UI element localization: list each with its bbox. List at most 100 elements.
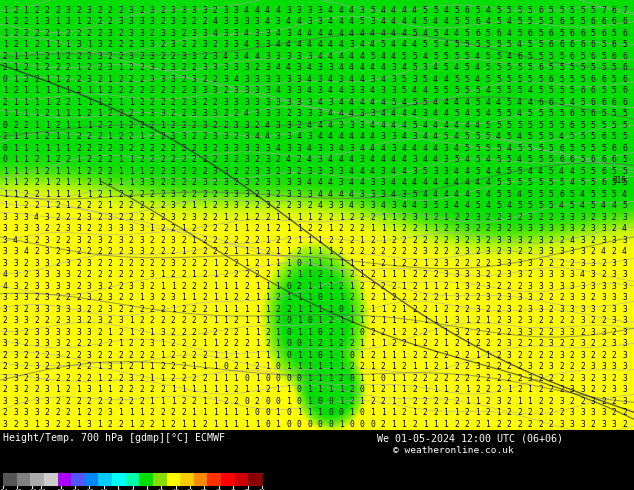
Text: 5: 5 [475, 155, 480, 164]
Text: 5: 5 [569, 63, 574, 72]
Text: 1: 1 [328, 282, 333, 291]
Text: 2: 2 [233, 213, 238, 221]
Text: 4: 4 [475, 63, 480, 72]
Text: 5: 5 [370, 5, 375, 15]
Text: 2: 2 [65, 374, 70, 383]
Text: 5: 5 [559, 86, 564, 95]
Text: 2: 2 [34, 155, 39, 164]
Text: 1: 1 [255, 282, 259, 291]
Text: 1: 1 [465, 316, 469, 325]
Text: 3: 3 [318, 74, 323, 83]
Text: 1: 1 [297, 224, 301, 233]
Text: 2: 2 [191, 339, 197, 348]
Text: 2: 2 [507, 420, 512, 429]
Text: 2: 2 [244, 167, 249, 175]
Text: 1: 1 [286, 224, 291, 233]
Text: 2: 2 [255, 397, 259, 406]
Text: 1: 1 [444, 362, 448, 371]
Text: 2: 2 [486, 385, 491, 394]
Text: 3: 3 [286, 121, 291, 129]
Text: 3: 3 [496, 224, 501, 233]
Text: 3: 3 [339, 178, 344, 187]
Text: 5: 5 [486, 63, 491, 72]
Text: 3: 3 [171, 236, 176, 245]
Text: 3: 3 [23, 236, 29, 245]
Text: 3: 3 [129, 374, 133, 383]
Text: 2: 2 [44, 351, 49, 360]
Text: 2: 2 [380, 247, 385, 256]
Text: 2: 2 [191, 121, 197, 129]
Text: 2: 2 [380, 282, 385, 291]
Text: 2: 2 [34, 316, 39, 325]
Text: 4: 4 [265, 121, 270, 129]
Bar [167, 473, 181, 486]
Text: 3: 3 [65, 17, 70, 26]
Text: 4: 4 [517, 98, 522, 106]
Text: 2: 2 [223, 224, 228, 233]
Text: 2: 2 [65, 408, 70, 417]
Text: 2: 2 [129, 270, 133, 279]
Text: 3: 3 [108, 63, 112, 72]
Text: 2: 2 [202, 282, 207, 291]
Text: 2: 2 [496, 385, 501, 394]
Text: 1: 1 [318, 408, 323, 417]
Text: 3: 3 [349, 121, 354, 129]
Text: 3: 3 [538, 224, 543, 233]
Text: 2: 2 [171, 178, 176, 187]
Text: 5: 5 [622, 121, 627, 129]
Text: 0: 0 [359, 420, 365, 429]
Text: 2: 2 [580, 397, 585, 406]
Text: 2: 2 [65, 293, 70, 302]
Text: 2: 2 [349, 293, 354, 302]
Text: 4: 4 [465, 201, 469, 210]
Text: 0: 0 [3, 74, 8, 83]
Text: 3: 3 [559, 351, 564, 360]
Text: 1: 1 [233, 247, 238, 256]
Text: 1: 1 [65, 86, 70, 95]
Text: 1: 1 [118, 178, 123, 187]
Text: 2: 2 [150, 282, 155, 291]
Text: 4: 4 [412, 201, 417, 210]
Text: 4: 4 [401, 155, 406, 164]
Text: 4: 4 [423, 144, 427, 152]
Text: 4: 4 [391, 190, 396, 198]
Text: 4: 4 [517, 155, 522, 164]
Text: 5: 5 [401, 74, 406, 83]
Text: 4: 4 [391, 178, 396, 187]
Text: 2: 2 [181, 374, 186, 383]
Text: 2: 2 [233, 178, 238, 187]
Text: 5: 5 [569, 86, 574, 95]
Text: 2: 2 [538, 316, 543, 325]
Text: 1: 1 [97, 385, 102, 394]
Text: 2: 2 [559, 316, 564, 325]
Text: 3: 3 [276, 17, 280, 26]
Text: 3: 3 [3, 259, 8, 268]
Text: 2: 2 [265, 270, 270, 279]
Text: 2: 2 [223, 86, 228, 95]
Text: 2: 2 [97, 213, 102, 221]
Text: 3: 3 [23, 408, 29, 417]
Text: 2: 2 [412, 259, 417, 268]
Text: 1: 1 [307, 328, 312, 337]
Text: 3: 3 [370, 17, 375, 26]
Text: 3: 3 [569, 247, 574, 256]
Text: 5: 5 [538, 17, 543, 26]
Text: 2: 2 [181, 236, 186, 245]
Text: 0: 0 [318, 397, 323, 406]
Text: 2: 2 [318, 213, 323, 221]
Text: 6: 6 [612, 17, 616, 26]
Text: 2: 2 [423, 270, 427, 279]
Text: 3: 3 [622, 213, 627, 221]
Text: 3: 3 [391, 132, 396, 141]
Text: 2: 2 [286, 109, 291, 118]
Text: 2: 2 [359, 305, 365, 314]
Text: 1: 1 [233, 374, 238, 383]
Text: 2: 2 [359, 224, 365, 233]
Text: 2: 2 [118, 420, 123, 429]
Text: 3: 3 [391, 74, 396, 83]
Text: 1: 1 [307, 339, 312, 348]
Text: 3: 3 [118, 236, 123, 245]
Text: 5: 5 [548, 86, 553, 95]
Text: 1: 1 [339, 420, 344, 429]
Text: 2: 2 [433, 270, 438, 279]
